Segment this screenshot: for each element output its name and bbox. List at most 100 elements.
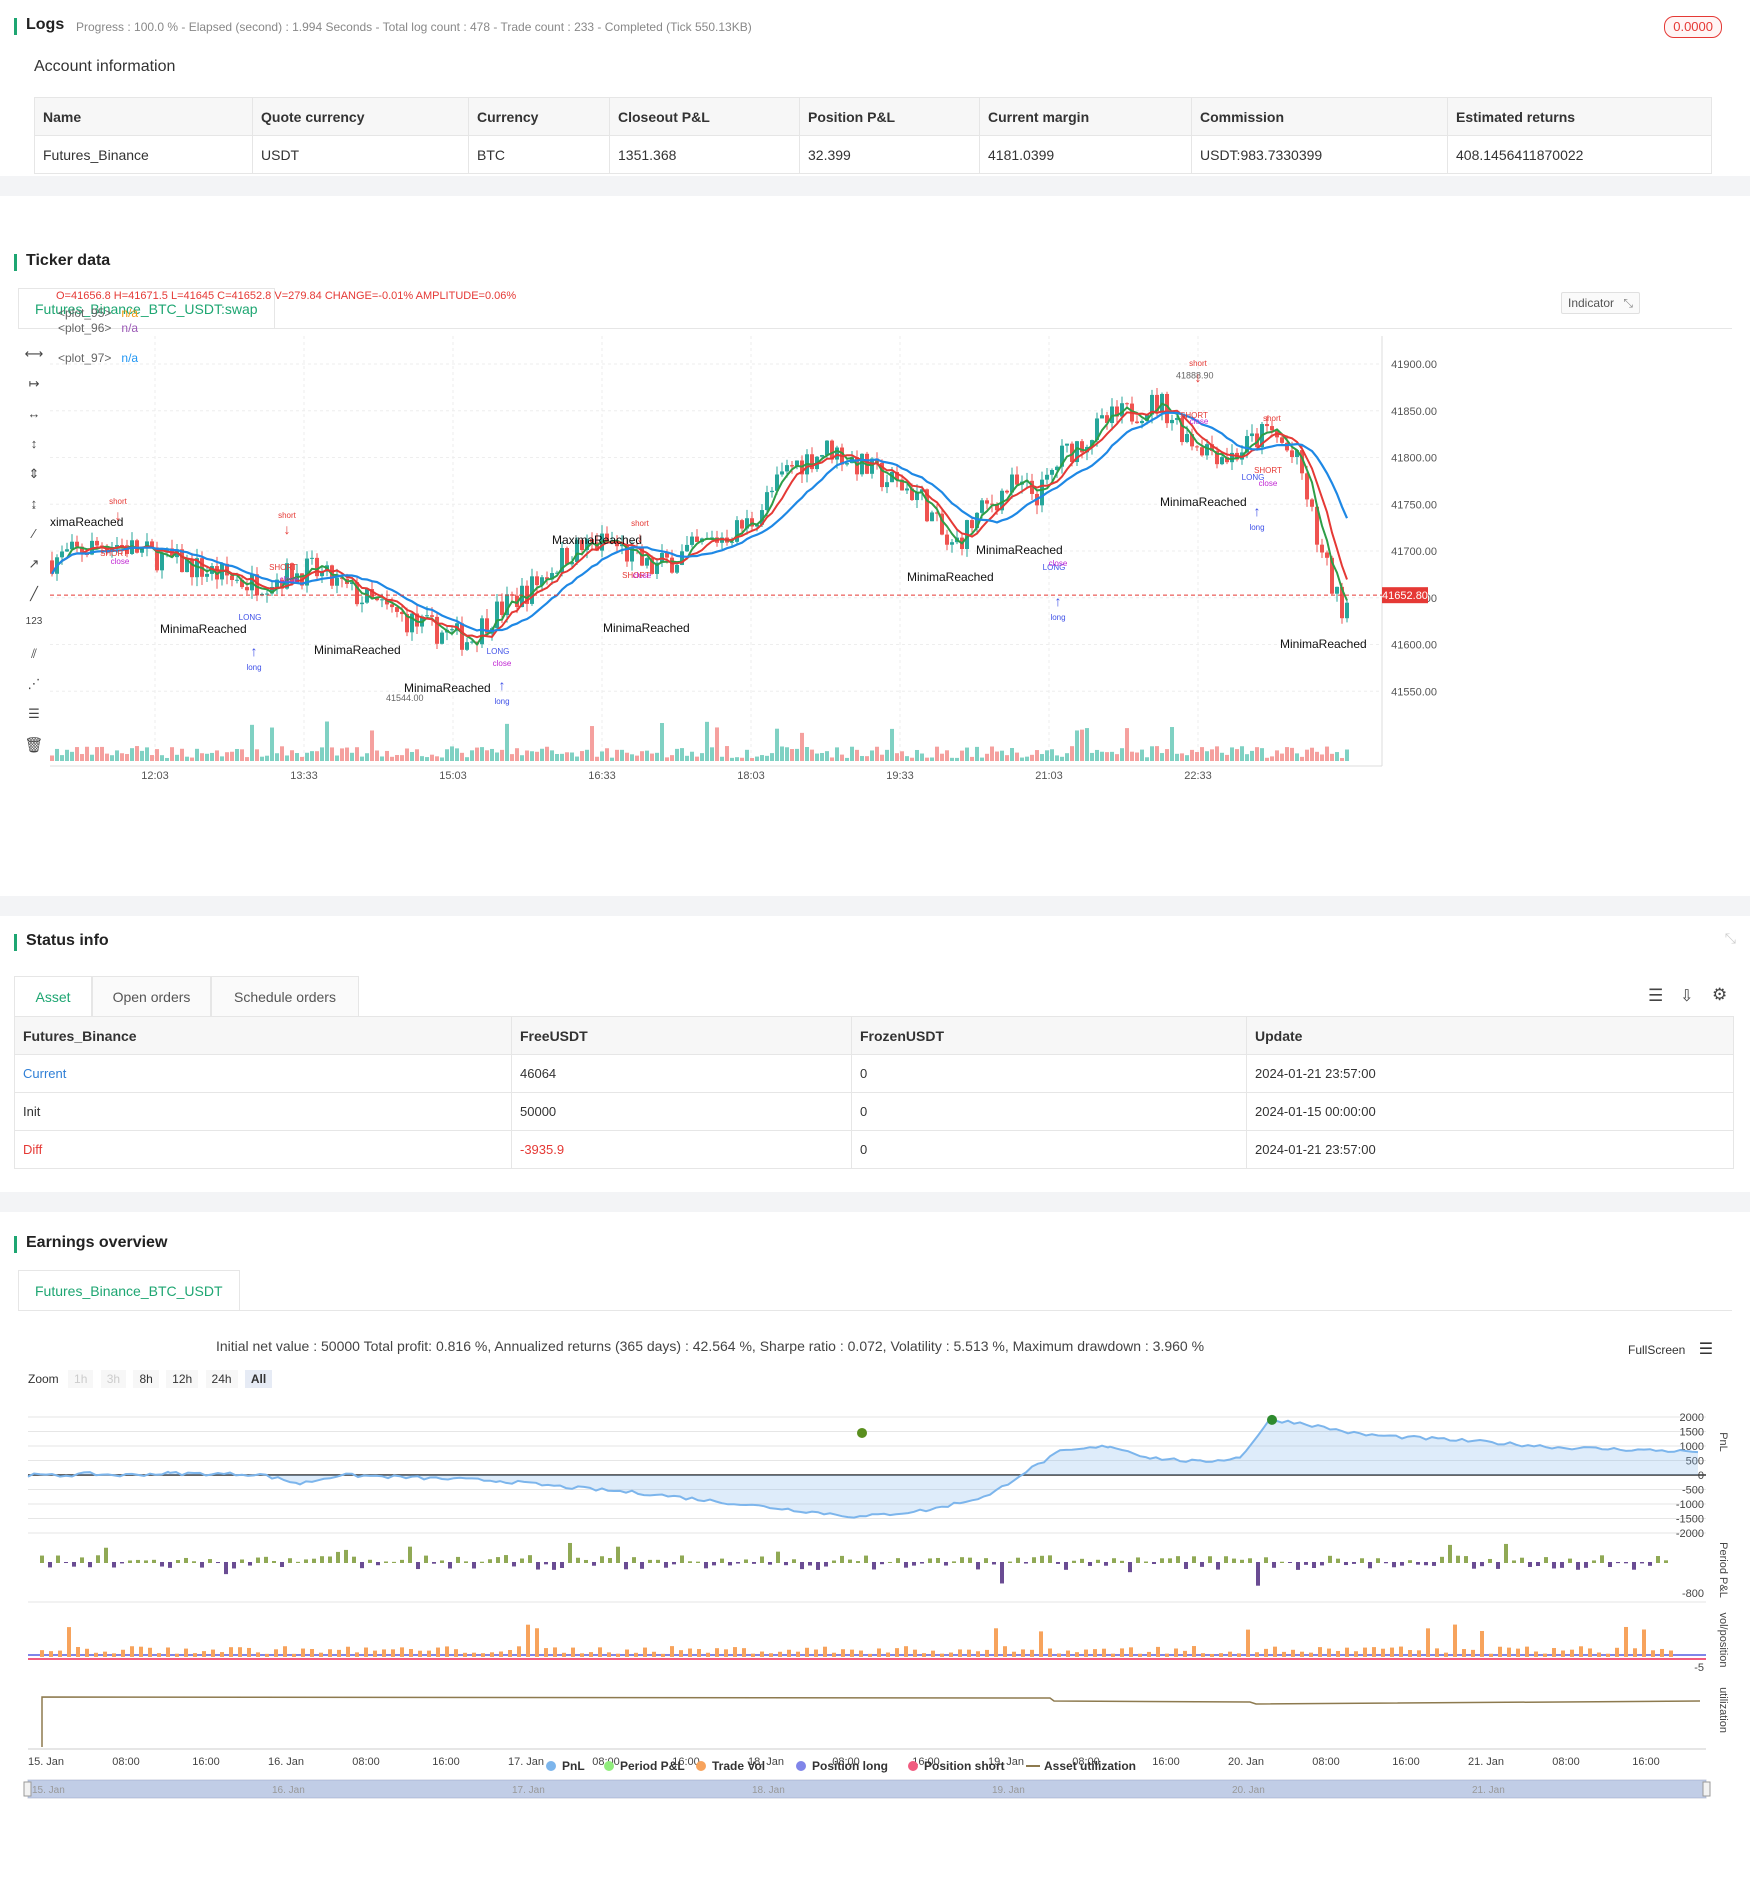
volume-bar [1150, 746, 1154, 761]
pitchfork-tool-icon[interactable]: ⋰ [27, 676, 41, 691]
period-bar [1344, 1562, 1348, 1566]
segment-tool-icon[interactable]: ╱ [30, 586, 38, 601]
period-bar [360, 1562, 364, 1569]
trade-vol-bar [328, 1649, 332, 1657]
tab-earnings-symbol[interactable]: Futures_Binance_BTC_USDT [18, 1270, 240, 1310]
volume-bar [1345, 749, 1349, 761]
time-tick: 15:03 [439, 770, 467, 782]
volume-bar [395, 754, 399, 761]
price-tick: 41550.00 [1391, 686, 1437, 698]
period-bar [752, 1562, 756, 1564]
indicator-button[interactable]: Indicator ⤡ [1561, 292, 1640, 314]
trade-vol-bar [697, 1649, 701, 1657]
extended-line-tool-icon[interactable]: ↔ [27, 406, 41, 421]
volume-bar [195, 748, 199, 761]
volume-bar [225, 752, 229, 761]
fib-retracement-tool-icon[interactable]: ☰ [28, 706, 40, 721]
fullscreen-icon[interactable]: ⤡ [1623, 296, 1633, 310]
vertical-ray-tool-icon[interactable]: ↨ [30, 496, 38, 511]
zoom-12h-button[interactable]: 12h [166, 1370, 199, 1388]
trade-vol-bar [499, 1651, 503, 1657]
volume-bar [1045, 750, 1049, 761]
volume-bar [480, 747, 484, 761]
volume-bar [1250, 750, 1254, 761]
parallel-channel-tool-icon[interactable]: ⫽ [31, 646, 37, 661]
candlestick-chart[interactable]: 41888.90 41544.00 ximaReached MinimaReached… [50, 336, 1750, 836]
vertical-segment-tool-icon[interactable]: ⇕ [28, 466, 40, 481]
short-position-label: SHORT [100, 549, 128, 558]
collapse-icon[interactable]: ⤡ [1724, 930, 1736, 946]
volume-bar [875, 746, 879, 761]
tab-open-orders[interactable]: Open orders [92, 976, 211, 1016]
volume-bar [385, 750, 389, 761]
candle-body [930, 512, 934, 522]
zoom-24h-button[interactable]: 24h [205, 1370, 238, 1388]
candle-body [405, 614, 409, 633]
x-tick: 16:00 [1392, 1756, 1420, 1768]
period-bar [1400, 1562, 1404, 1566]
candle-body [580, 539, 584, 551]
list-icon[interactable]: ☰ [1648, 986, 1664, 1005]
trade-vol-bar [1201, 1653, 1205, 1657]
extrema-label: MinimaReached [907, 570, 994, 584]
trade-vol-bar [49, 1651, 53, 1657]
menu-icon[interactable]: ☰ [1698, 1341, 1714, 1358]
vertical-line-tool-icon[interactable]: ↕ [30, 436, 38, 451]
asset-row-label[interactable]: Current [14, 1054, 512, 1093]
candle-body [150, 541, 154, 548]
trade-vol-bar [859, 1650, 863, 1657]
volume-bar [1170, 727, 1174, 761]
trade-vol-bar [1165, 1653, 1169, 1657]
tab-ticker-symbol[interactable]: Futures_Binance_BTC_USDT:swap [18, 288, 275, 328]
volume-bar [90, 754, 94, 761]
candle-body [1125, 403, 1129, 405]
settings-icon[interactable]: ⚙ [1712, 985, 1728, 1004]
volume-bar [685, 755, 689, 761]
trade-vol-bar [814, 1649, 818, 1657]
trade-vol-bar [1480, 1630, 1484, 1657]
candle-body [305, 558, 309, 586]
volume-bar [230, 751, 234, 761]
horizontal-ray-tool-icon[interactable]: ↦ [28, 376, 40, 391]
period-bar [984, 1558, 988, 1563]
trade-vol-bar [544, 1648, 548, 1657]
period-bar [168, 1562, 172, 1568]
volume-bar [1305, 749, 1309, 761]
period-bar [368, 1559, 372, 1563]
ohlc-readout: O=41656.8 H=41671.5 L=41645 C=41652.8 V=… [56, 290, 517, 302]
trade-vol-bar [148, 1647, 152, 1657]
ray-tool-icon[interactable]: ↗ [28, 556, 40, 571]
period-bar [1072, 1560, 1076, 1563]
tab-asset[interactable]: Asset [14, 976, 92, 1016]
volume-bar [115, 750, 119, 761]
long-arrow-icon: ↑ [1055, 593, 1062, 609]
asset-cell: 2024-01-21 23:57:00 [1246, 1054, 1734, 1093]
period-bar [552, 1562, 556, 1570]
volume-bar [1215, 746, 1219, 761]
candle-body [915, 491, 919, 501]
volume-bar [130, 748, 134, 761]
trade-vol-bar [130, 1646, 134, 1657]
fullscreen-button[interactable]: FullScreen ☰ [1628, 1339, 1713, 1359]
zoom-all-button[interactable]: All [244, 1370, 273, 1388]
price-tick: 41600.00 [1391, 640, 1437, 652]
candle-body [350, 582, 354, 584]
horizontal-line-tool-icon[interactable]: ⟷ [24, 346, 44, 361]
period-bar [1240, 1559, 1244, 1563]
earnings-chart[interactable]: 2000150010005000-500-1000-1500-2000-800-… [0, 1402, 1750, 1872]
zoom-8h-button[interactable]: 8h [133, 1370, 159, 1388]
candle-body [920, 489, 924, 492]
volume-bar [1265, 757, 1269, 761]
trade-vol-bar [1534, 1651, 1538, 1657]
tab-schedule-orders[interactable]: Schedule orders [211, 976, 359, 1016]
candle-body [720, 537, 724, 543]
navigator-handle-right [1702, 1781, 1711, 1797]
download-icon[interactable]: ⇩ [1680, 988, 1694, 1005]
volume-bar [1295, 753, 1299, 761]
zoom-1h-button[interactable]: 1h [68, 1370, 94, 1388]
trend-line-tool-icon[interactable]: ⁄ [32, 526, 36, 541]
delete-drawings-icon[interactable]: 🗑 [24, 737, 44, 754]
price-label-tool-icon[interactable]: 123 [25, 616, 43, 627]
candle-body [895, 471, 899, 480]
zoom-3h-button[interactable]: 3h [100, 1370, 127, 1388]
